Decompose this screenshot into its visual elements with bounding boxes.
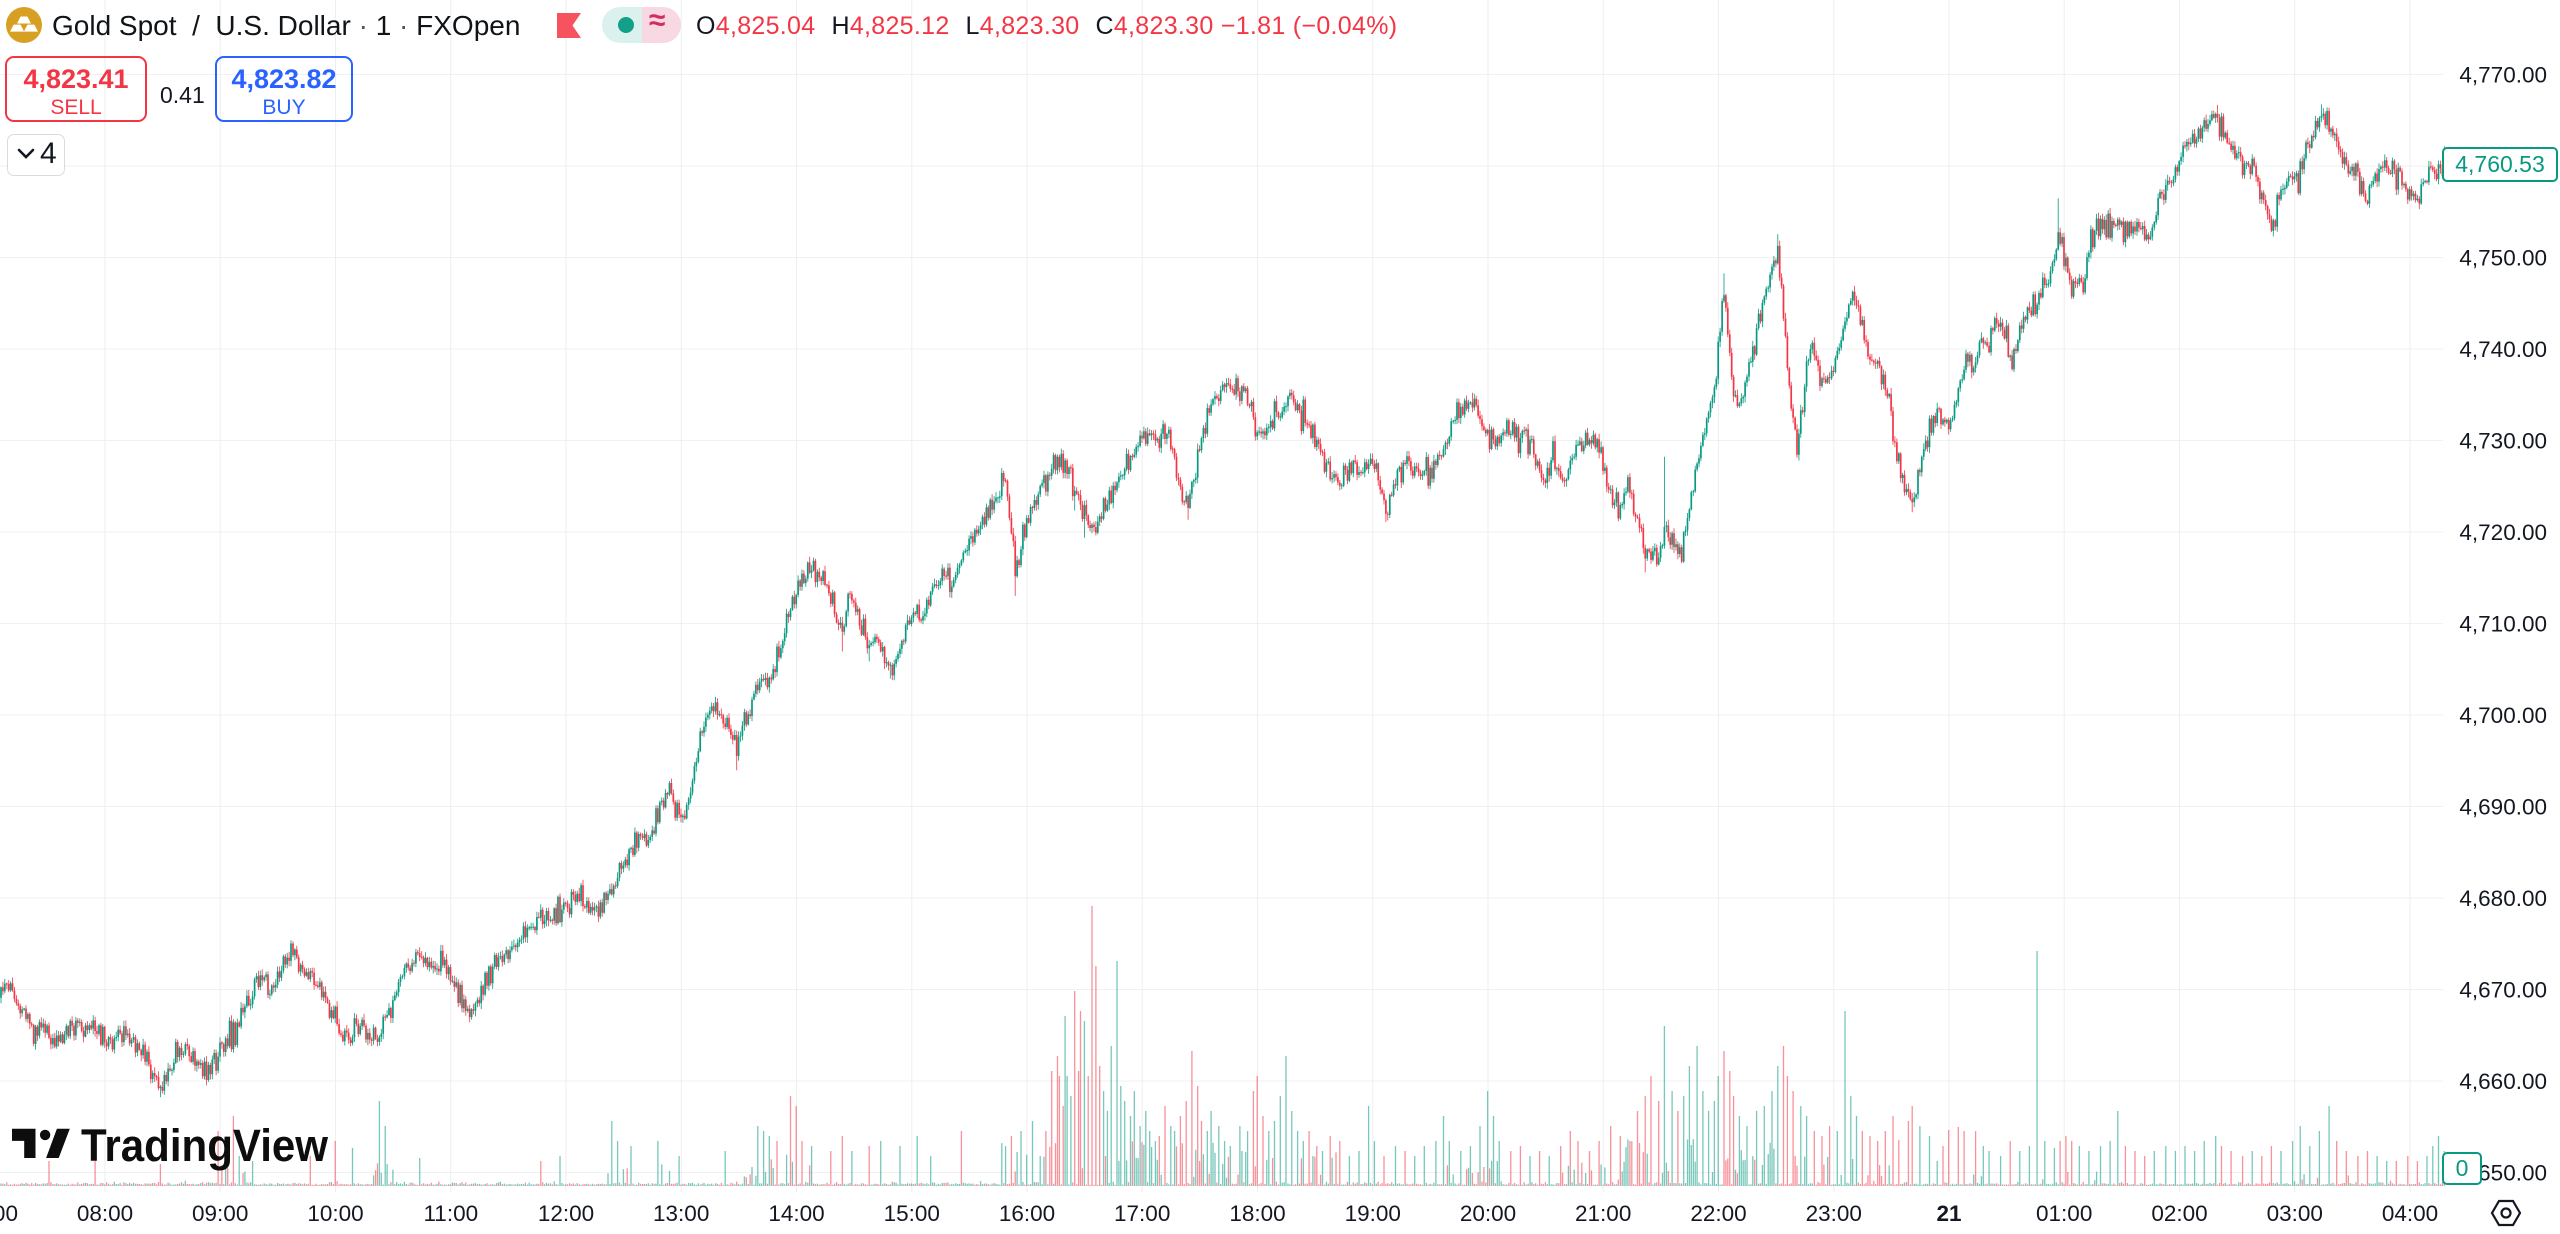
svg-text:21:00: 21:00: [1575, 1201, 1631, 1226]
svg-text:19:00: 19:00: [1345, 1201, 1401, 1226]
svg-text:4,730.00: 4,730.00: [2459, 429, 2547, 454]
svg-text:07:00: 07:00: [0, 1201, 18, 1226]
svg-text:12:00: 12:00: [538, 1201, 594, 1226]
svg-text:01:00: 01:00: [2036, 1201, 2092, 1226]
svg-text:13:00: 13:00: [653, 1201, 709, 1226]
svg-text:22:00: 22:00: [1690, 1201, 1746, 1226]
svg-text:16:00: 16:00: [999, 1201, 1055, 1226]
svg-text:02:00: 02:00: [2151, 1201, 2207, 1226]
svg-text:4,680.00: 4,680.00: [2459, 886, 2547, 911]
svg-text:04:00: 04:00: [2382, 1201, 2438, 1226]
svg-text:4,750.00: 4,750.00: [2459, 246, 2547, 271]
svg-text:4,660.00: 4,660.00: [2459, 1069, 2547, 1094]
svg-text:4,770.00: 4,770.00: [2459, 63, 2547, 88]
svg-text:4,690.00: 4,690.00: [2459, 795, 2547, 820]
svg-text:11:00: 11:00: [423, 1201, 478, 1226]
svg-text:10:00: 10:00: [307, 1201, 363, 1226]
svg-text:03:00: 03:00: [2267, 1201, 2323, 1226]
svg-text:18:00: 18:00: [1229, 1201, 1285, 1226]
svg-text:4,720.00: 4,720.00: [2459, 520, 2547, 545]
svg-text:4,760.53: 4,760.53: [2455, 151, 2545, 177]
svg-text:TradingView: TradingView: [81, 1120, 329, 1171]
svg-text:20:00: 20:00: [1460, 1201, 1516, 1226]
svg-text:4,710.00: 4,710.00: [2459, 612, 2547, 637]
svg-text:0: 0: [2456, 1155, 2469, 1181]
svg-text:08:00: 08:00: [77, 1201, 133, 1226]
svg-text:14:00: 14:00: [768, 1201, 824, 1226]
svg-text:4,670.00: 4,670.00: [2459, 978, 2547, 1003]
svg-text:09:00: 09:00: [192, 1201, 248, 1226]
svg-text:21: 21: [1936, 1201, 1961, 1226]
svg-text:23:00: 23:00: [1806, 1201, 1862, 1226]
svg-text:17:00: 17:00: [1114, 1201, 1170, 1226]
svg-text:15:00: 15:00: [884, 1201, 940, 1226]
svg-text:4,700.00: 4,700.00: [2459, 703, 2547, 728]
svg-text:4,740.00: 4,740.00: [2459, 337, 2547, 362]
